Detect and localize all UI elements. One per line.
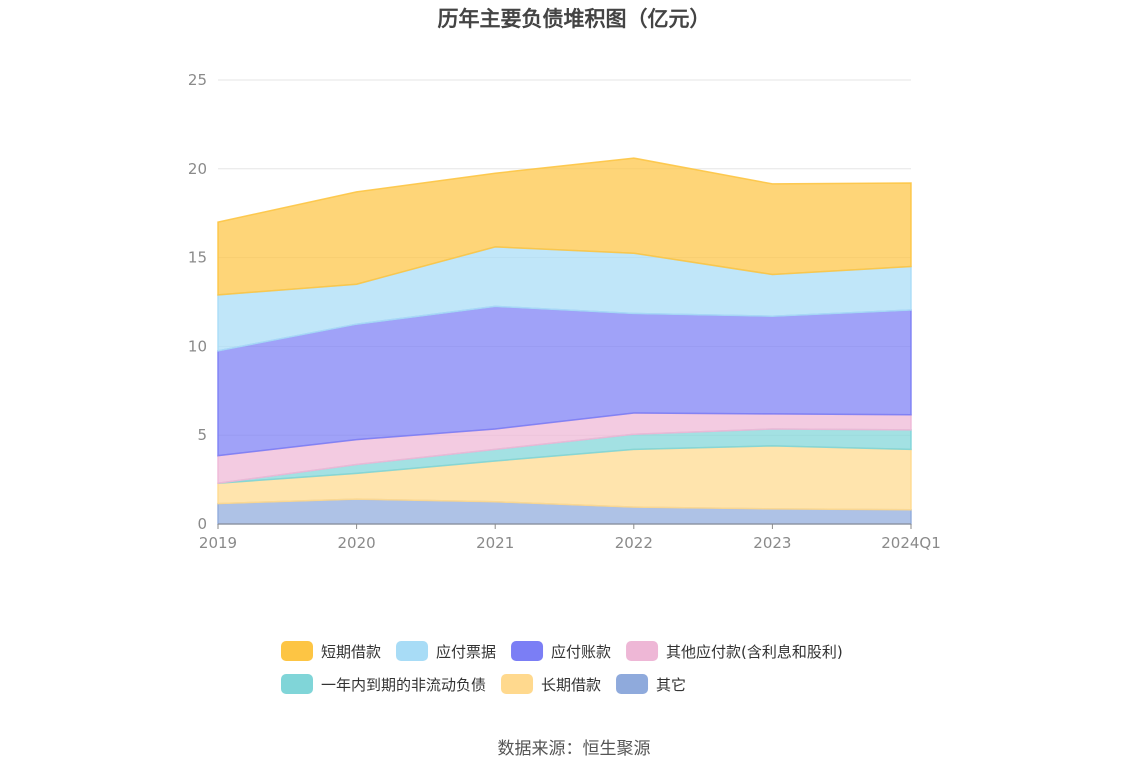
legend: 短期借款 应付票据 应付账款 其他应付款(含利息和股利) 一年内到期的非流动负债 长期借款… xyxy=(281,641,843,694)
legend-swatch xyxy=(511,641,544,661)
legend-swatch xyxy=(281,641,313,661)
x-tick-label: 2019 xyxy=(199,534,237,552)
y-tick-label: 15 xyxy=(188,249,207,267)
x-tick-label: 2024Q1 xyxy=(881,534,941,552)
legend-label: 长期借款 xyxy=(541,676,601,694)
legend-label: 一年内到期的非流动负债 xyxy=(321,676,486,694)
y-tick-label: 5 xyxy=(197,426,207,444)
legend-label: 短期借款 xyxy=(321,643,381,661)
legend-swatch xyxy=(281,674,313,694)
area-series xyxy=(217,157,912,525)
x-tick-label: 2022 xyxy=(615,534,653,552)
legend-label: 其它 xyxy=(656,676,686,694)
legend-label: 其他应付款(含利息和股利) xyxy=(666,643,843,661)
legend-label: 应付账款 xyxy=(551,643,611,661)
y-tick-label: 20 xyxy=(188,160,207,178)
x-tick-label: 2020 xyxy=(338,534,376,552)
legend-swatch xyxy=(626,641,659,661)
legend-label: 应付票据 xyxy=(436,643,496,661)
legend-swatch xyxy=(396,641,429,661)
area-series-6 xyxy=(217,157,912,296)
y-tick-label: 10 xyxy=(188,337,207,355)
legend-swatch xyxy=(616,674,649,694)
legend-swatch xyxy=(501,674,534,694)
data-source: 数据来源：恒生聚源 xyxy=(498,739,651,759)
chart-title: 历年主要负债堆积图（亿元） xyxy=(438,7,711,31)
axes: 0 5 10 15 20 25 2019 2020 2021 2022 2023 2024Q1 xyxy=(188,71,941,552)
x-tick-label: 2023 xyxy=(753,534,791,552)
x-tick-label: 2021 xyxy=(476,534,514,552)
y-tick-label: 25 xyxy=(188,71,207,89)
y-tick-label: 0 xyxy=(197,515,207,533)
